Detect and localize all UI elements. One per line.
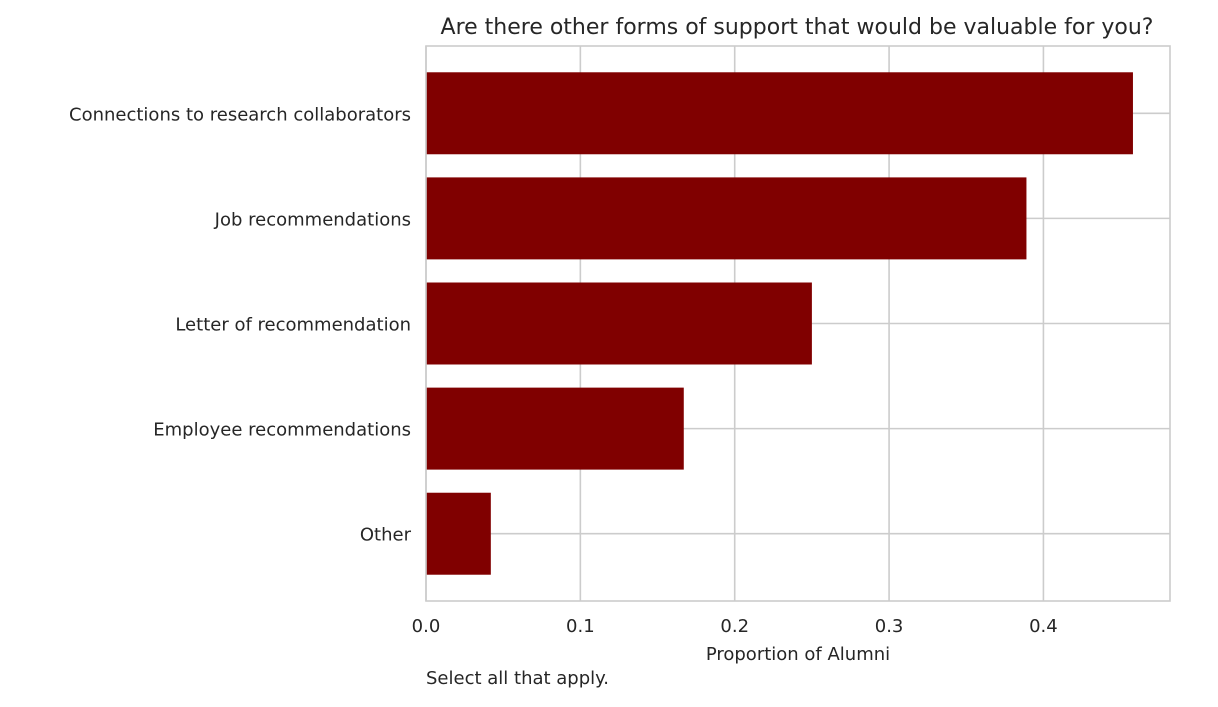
- x-tick-labels: 0.0 0.1 0.2 0.3 0.4: [412, 616, 1058, 637]
- y-tick-label: Connections to research collaborators: [69, 104, 411, 125]
- x-tick-label: 0.0: [412, 616, 441, 637]
- bar: [426, 492, 491, 575]
- bar: [426, 177, 1027, 260]
- chart-title: Are there other forms of support that wo…: [441, 15, 1154, 40]
- x-tick-label: 0.2: [720, 616, 749, 637]
- bar-layer: [426, 72, 1133, 575]
- y-tick-label: Job recommendations: [214, 209, 411, 230]
- bar: [426, 282, 812, 365]
- x-tick-label: 0.4: [1029, 616, 1058, 637]
- x-axis-label: Proportion of Alumni: [706, 644, 890, 665]
- y-tick-label: Letter of recommendation: [175, 315, 411, 336]
- y-tick-labels: Connections to research collaborators Job…: [69, 104, 412, 545]
- x-tick-label: 0.1: [566, 616, 595, 637]
- chart-note: Select all that apply.: [426, 668, 609, 689]
- y-tick-label: Other: [360, 525, 412, 546]
- bar: [426, 387, 684, 470]
- y-tick-label: Employee recommendations: [153, 420, 411, 441]
- plot-frame: [425, 45, 1171, 602]
- bar: [426, 72, 1133, 155]
- x-tick-label: 0.3: [875, 616, 904, 637]
